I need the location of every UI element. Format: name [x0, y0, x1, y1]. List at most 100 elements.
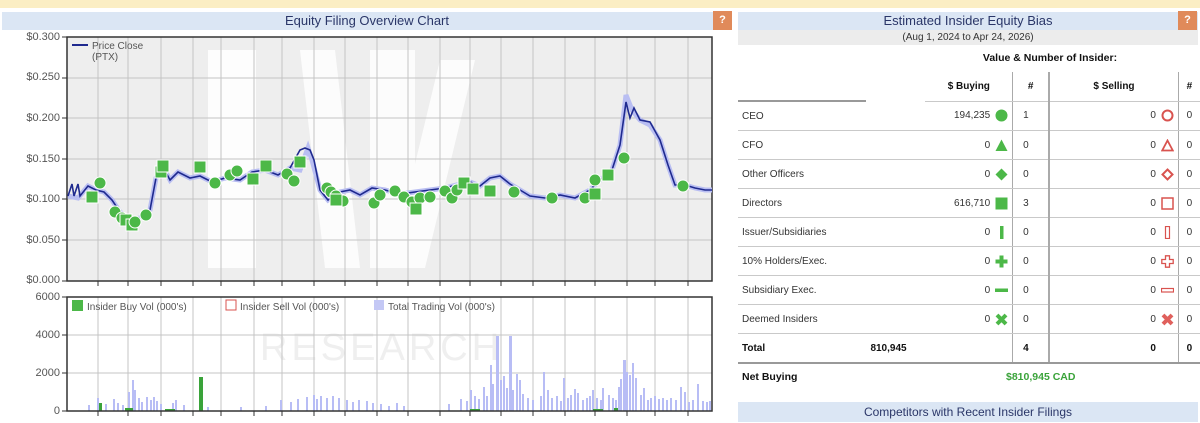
price-tick-label: $0.000 [26, 274, 60, 286]
sell-count: 0 [1178, 130, 1200, 160]
volume-tick-label: 2000 [35, 367, 60, 379]
row-label: Subsidiary Exec. [738, 275, 867, 305]
row-label: CEO [738, 101, 867, 131]
buy-count: 1 [1012, 101, 1051, 131]
sell-value: 0 [1150, 110, 1156, 122]
buy-value: 616,710 [954, 197, 991, 209]
total-sell-value: 0 [1049, 333, 1179, 364]
buy-value: 0 [984, 255, 991, 267]
volume-tick-label: 4000 [35, 329, 60, 341]
sell-count: 0 [1178, 246, 1200, 276]
price-tick-label: $0.050 [26, 234, 60, 246]
green-bar-icon [1000, 225, 1004, 239]
insider-bias-table: $ Buying # $ Selling # CEO 194,235 1 0 0… [738, 72, 1200, 364]
green-plus-icon [995, 255, 1008, 267]
header-selling: $ Selling [1049, 72, 1179, 102]
row-label: Deemed Insiders [738, 304, 867, 334]
price-chart: Price Close (PTX) RESEARCH [62, 36, 713, 416]
red-diamond-outline-icon [1161, 167, 1174, 181]
sell-count: 0 [1178, 188, 1200, 218]
green-diamond-icon [995, 168, 1008, 180]
sell-count: 0 [1178, 159, 1200, 189]
sell-count: 0 [1178, 217, 1200, 247]
bias-title: Estimated Insider Equity Bias [883, 13, 1053, 28]
table-header-row: $ Buying # $ Selling # [738, 72, 1200, 102]
total-label: Total [738, 333, 867, 364]
buy-count: 0 [1012, 304, 1051, 334]
green-triangle-icon [995, 139, 1008, 151]
row-label: Directors [738, 188, 867, 218]
row-label: CFO [738, 130, 867, 160]
red-plus-outline-icon [1161, 254, 1174, 268]
table-row: 10% Holders/Exec. 0 0 0 0 [738, 246, 1200, 276]
green-square-icon [995, 197, 1008, 209]
table-row: CFO 0 0 0 0 [738, 130, 1200, 160]
buy-count: 0 [1012, 130, 1051, 160]
red-triangle-outline-icon [1160, 138, 1174, 151]
table-row: Other Officers 0 0 0 0 [738, 159, 1200, 189]
svg-text:Insider Buy Vol (000's): Insider Buy Vol (000's) [87, 302, 187, 313]
red-circle-outline-icon [1161, 109, 1174, 122]
svg-text:(PTX): (PTX) [92, 52, 118, 63]
green-x-icon [995, 313, 1008, 325]
net-buying-label: Net Buying [742, 371, 798, 383]
chart-help-button[interactable]: ? [713, 11, 732, 30]
svg-text:Insider Sell Vol (000's): Insider Sell Vol (000's) [240, 302, 339, 313]
total-buy-count: 4 [1012, 333, 1051, 364]
red-square-outline-icon [1161, 196, 1174, 210]
buy-count: 0 [1012, 217, 1051, 247]
table-title: Value & Number of Insider: [982, 52, 1118, 64]
buy-value: 194,235 [954, 110, 991, 122]
buy-count: 0 [1012, 275, 1051, 305]
sell-count: 0 [1178, 275, 1200, 305]
total-buy-value: 810,945 [866, 333, 926, 364]
red-x-icon [1161, 313, 1174, 325]
total-row: Total 810,945 4 0 0 [738, 333, 1200, 364]
buy-count: 0 [1012, 159, 1051, 189]
row-label: Issuer/Subsidiaries [738, 217, 867, 247]
sell-value: 0 [1150, 284, 1156, 296]
sell-value: 0 [1150, 139, 1156, 151]
buy-value: 0 [984, 139, 991, 151]
volume-tick-label: 6000 [35, 291, 60, 303]
buy-value: 0 [984, 284, 991, 296]
net-buying-value: $810,945 CAD [1006, 371, 1076, 383]
price-tick-label: $0.200 [26, 112, 60, 124]
red-minus-outline-icon [1160, 287, 1174, 293]
green-circle-icon [995, 109, 1008, 122]
total-sell-count: 0 [1178, 333, 1200, 364]
buy-value: 0 [984, 226, 991, 238]
table-row: Subsidiary Exec. 0 0 0 0 [738, 275, 1200, 305]
buy-value: 0 [984, 168, 991, 180]
header-sell-count: # [1178, 72, 1200, 102]
price-tick-label: $0.150 [26, 153, 60, 165]
table-row: Issuer/Subsidiaries 0 0 0 0 [738, 217, 1200, 247]
svg-text:Price Close: Price Close [92, 41, 144, 52]
header-buy-count: # [1012, 72, 1051, 102]
table-row: CEO 194,235 1 0 0 [738, 101, 1200, 131]
sell-value: 0 [1150, 168, 1156, 180]
top-banner [0, 0, 1200, 8]
row-label: 10% Holders/Exec. [738, 246, 867, 276]
competitors-header[interactable]: Competitors with Recent Insider Filings [738, 402, 1198, 422]
sell-value: 0 [1150, 255, 1156, 267]
sell-value: 0 [1150, 226, 1156, 238]
svg-text:Total Trading Vol (000's): Total Trading Vol (000's) [388, 302, 495, 313]
row-label: Other Officers [738, 159, 867, 189]
sell-count: 0 [1178, 304, 1200, 334]
header-buying: $ Buying [925, 72, 1014, 102]
buy-count: 0 [1012, 246, 1051, 276]
table-row: Deemed Insiders 0 0 0 0 [738, 304, 1200, 334]
table-row: Directors 616,710 3 0 0 [738, 188, 1200, 218]
green-minus-icon [995, 288, 1009, 292]
buy-value: 0 [984, 313, 991, 325]
volume-tick-label: 0 [53, 405, 60, 417]
bias-help-button[interactable]: ? [1178, 11, 1197, 30]
sell-count: 0 [1178, 101, 1200, 131]
chart-title: Equity Filing Overview Chart [285, 13, 449, 28]
buy-count: 3 [1012, 188, 1051, 218]
sell-value: 0 [1150, 313, 1156, 325]
date-range: (Aug 1, 2024 to Apr 24, 2026) [738, 30, 1198, 45]
bias-panel-header: Estimated Insider Equity Bias [738, 12, 1198, 30]
price-tick-label: $0.250 [26, 71, 60, 83]
